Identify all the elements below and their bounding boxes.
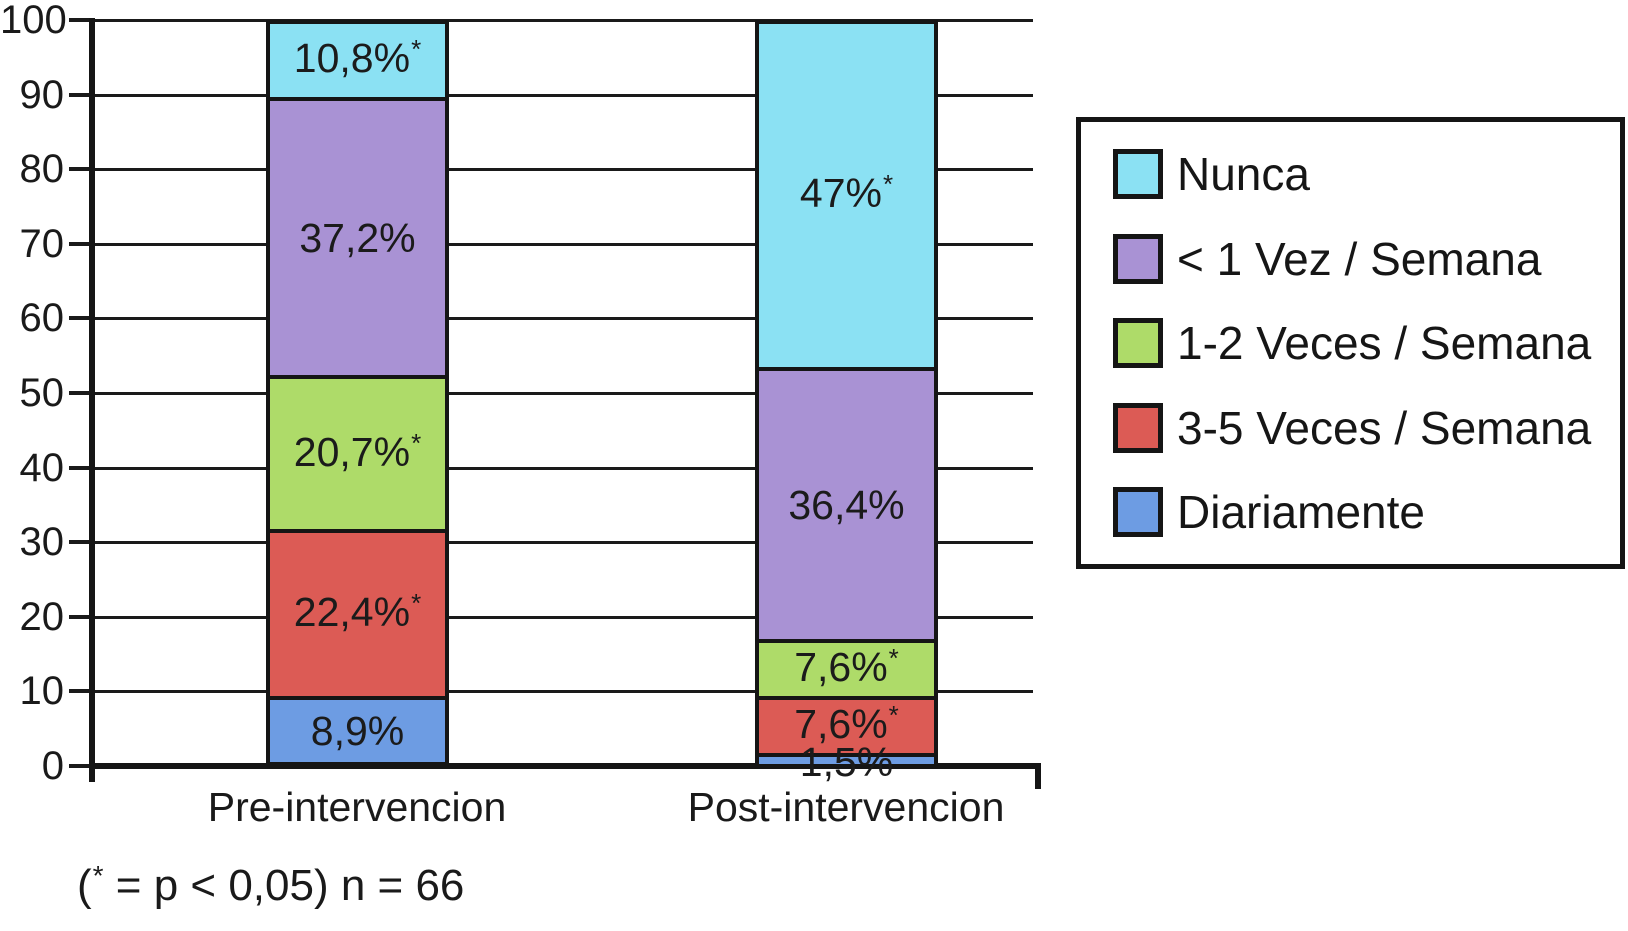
y-tick-label-50: 50 (19, 371, 65, 415)
gridline-50 (95, 392, 1033, 395)
segment-value-label: 7,6%* (794, 700, 899, 747)
y-tick-label-60: 60 (19, 296, 65, 341)
segment-value-label: 1,5% (799, 739, 894, 785)
x-axis (89, 763, 1041, 769)
segment-value-label: 10,8%* (293, 34, 422, 81)
segment-value-label: 47%* (799, 169, 894, 216)
y-tick-40 (69, 465, 90, 470)
y-tick-30 (69, 540, 90, 545)
bar-segment--1-vez-semana: 36,4% (755, 367, 938, 643)
segment-value-label: 36,4% (788, 482, 905, 528)
y-tick-50 (69, 391, 90, 395)
y-tick-label-100: 100 (0, 0, 67, 42)
bar-segment-diariamente: 8,9% (266, 696, 449, 766)
legend-item-1-2-veces-semana: 1-2 Veces / Semana (1113, 317, 1606, 369)
significance-asterisk: * (888, 643, 899, 673)
legend-label-menos-1-vez-semana: < 1 Vez / Semana (1177, 232, 1542, 285)
gridline-20 (95, 615, 1033, 619)
significance-asterisk: * (411, 588, 422, 618)
gridline-80 (95, 168, 1033, 172)
segment-value-label: 8,9% (310, 708, 405, 754)
legend-item-nunca: Nunca (1113, 148, 1606, 200)
legend-label-3-5-veces-semana: 3-5 Veces / Semana (1177, 401, 1592, 454)
legend-swatch-menos-1-vez-semana (1113, 233, 1163, 284)
bar-segment-1-2-veces-semana: 7,6%* (755, 639, 938, 700)
y-tick-label-80: 80 (19, 147, 65, 192)
gridline-60 (95, 317, 1033, 321)
y-tick-label-20: 20 (19, 594, 65, 639)
bar-segment-3-5-veces-semana: 22,4%* (266, 529, 449, 700)
gridline-30 (95, 541, 1033, 545)
gridline-70 (95, 242, 1033, 246)
gridline-10 (95, 690, 1033, 694)
legend-swatch-1-2-veces-semana (1113, 318, 1163, 368)
segment-value-label: 20,7%* (293, 427, 422, 475)
y-tick-label-70: 70 (19, 221, 65, 266)
bar-pre-intervencion: 10,8%* 37,2% 20,7%* 22,4%* 8,9% (266, 20, 449, 766)
category-label-pre: Pre-intervencion (207, 784, 507, 830)
category-label-post: Post-intervencion (687, 784, 1005, 830)
x-axis-end-tick (1035, 763, 1041, 789)
legend-item-3-5-veces-semana: 3-5 Veces / Semana (1113, 402, 1606, 454)
legend-label-diariamente: Diariamente (1177, 486, 1425, 538)
y-tick-20 (69, 614, 90, 619)
y-tick-label-30: 30 (19, 520, 65, 565)
bar-post-intervencion: 47%* 36,4% 7,6%* 7,6%* 1,5% (755, 20, 938, 785)
bar-segment-nunca: 47%* (755, 20, 938, 371)
y-tick-60 (69, 316, 90, 321)
segment-value-label: 22,4%* (293, 588, 422, 635)
significance-asterisk: * (888, 700, 899, 730)
significance-asterisk: * (411, 34, 422, 64)
bar-segment-3-5-veces-semana: 7,6%* (755, 696, 938, 757)
y-tick-label-0: 0 (41, 744, 64, 788)
bar-segment-1-2-veces-semana: 20,7%* (266, 375, 449, 533)
bar-segment--1-vez-semana: 37,2% (266, 97, 449, 379)
y-tick-0 (69, 764, 90, 768)
significance-asterisk: * (92, 860, 104, 891)
y-tick-label-10: 10 (19, 669, 65, 714)
legend-swatch-nunca (1113, 149, 1163, 199)
gridline-40 (95, 466, 1033, 470)
segment-value-label: 7,6%* (794, 643, 899, 690)
y-tick-10 (69, 689, 90, 694)
footnote: (* = p < 0,05) n = 66 (77, 860, 465, 910)
legend: Nunca < 1 Vez / Semana 1-2 Veces / Seman… (1076, 117, 1625, 569)
y-tick-90 (69, 92, 90, 97)
significance-asterisk: * (882, 169, 894, 199)
y-tick-70 (69, 241, 90, 246)
y-tick-100 (69, 18, 90, 22)
significance-asterisk: * (411, 427, 422, 458)
segment-value-label: 37,2% (299, 215, 416, 261)
bar-segment-nunca: 10,8%* (266, 20, 449, 101)
legend-item-menos-1-vez-semana: < 1 Vez / Semana (1113, 233, 1606, 285)
gridline-100 (95, 19, 1033, 22)
legend-swatch-diariamente (1113, 487, 1163, 537)
y-axis (89, 18, 95, 782)
y-tick-label-90: 90 (19, 72, 65, 117)
legend-label-1-2-veces-semana: 1-2 Veces / Semana (1177, 317, 1592, 369)
legend-swatch-3-5-veces-semana (1113, 402, 1163, 453)
legend-item-diariamente: Diariamente (1113, 486, 1606, 538)
legend-label-nunca: Nunca (1177, 148, 1310, 200)
gridline-90 (95, 93, 1033, 97)
y-tick-label-40: 40 (19, 445, 65, 490)
bar-segment-diariamente (755, 753, 938, 768)
y-tick-80 (69, 167, 90, 172)
